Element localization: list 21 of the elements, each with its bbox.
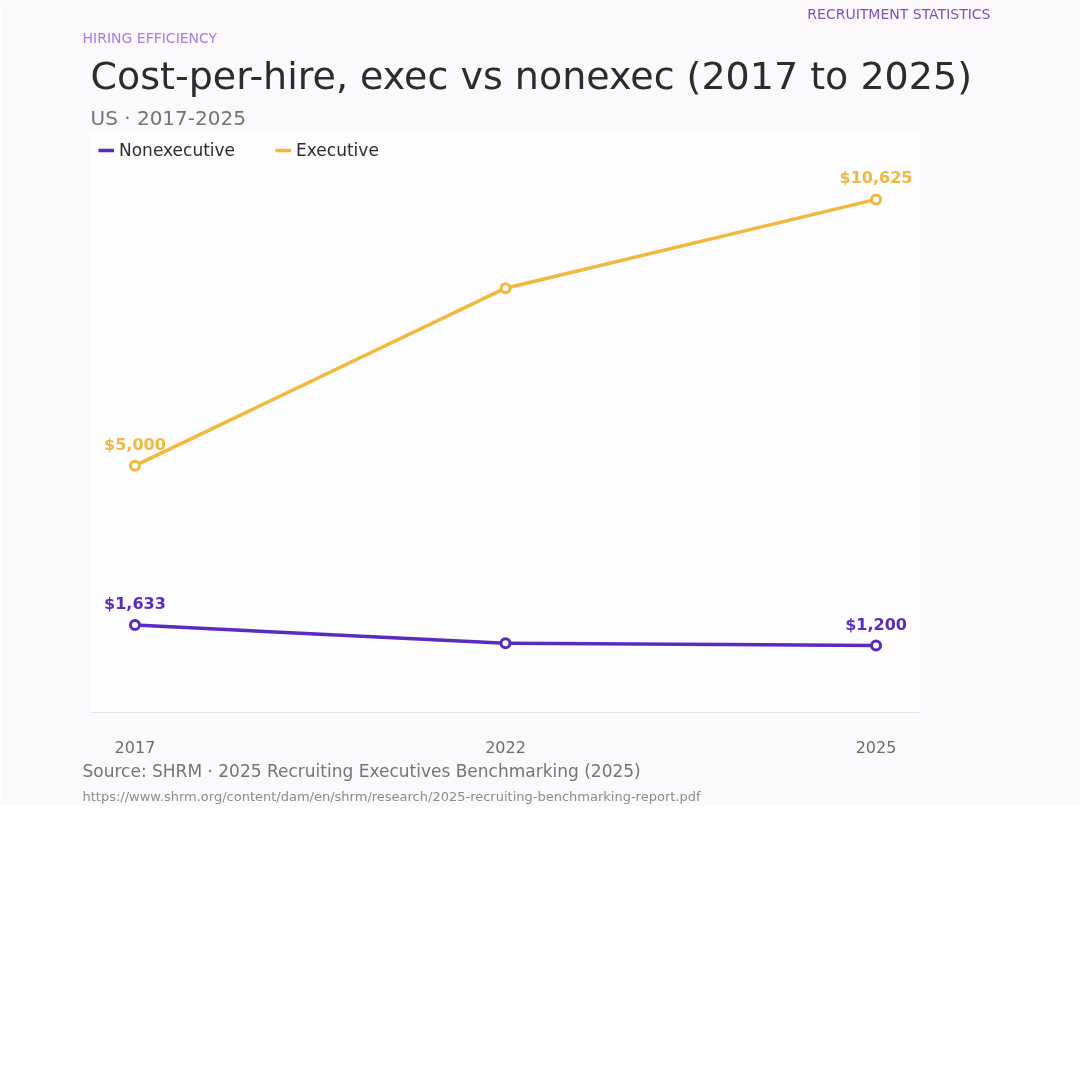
data-label: $10,625: [839, 168, 913, 188]
point: [870, 193, 883, 206]
legend-label: Executive: [296, 140, 379, 160]
point: [499, 637, 512, 650]
x-tick-label: 2025: [855, 737, 897, 757]
text: RECRUITMENT STATISTICS: [807, 5, 991, 22]
legend-label: Nonexecutive: [119, 140, 236, 160]
text: https://www.shrm.org/content/dam/en/shrm/research/2025-recruiting-benchmarking-report.pdf: [82, 788, 701, 804]
point: [499, 282, 512, 295]
x-tick-label: 2017: [114, 737, 156, 757]
chart-title: Cost-per-hire, exec vs nonexec (2017 to 2025): [90, 53, 972, 98]
data-label: $5,000: [104, 434, 166, 454]
data-label: $1,633: [104, 594, 166, 614]
point: [870, 639, 883, 652]
data-label: $1,200: [845, 614, 907, 634]
chart-subtitle: US · 2017-2025: [90, 105, 246, 130]
point: [128, 619, 141, 632]
x-tick-label: 2022: [485, 737, 526, 757]
text: HIRING EFFICIENCY: [82, 29, 218, 46]
point: [128, 459, 141, 472]
source-note: Source: SHRM · 2025 Recruiting Executives Benchmarking (2025): [82, 760, 641, 781]
